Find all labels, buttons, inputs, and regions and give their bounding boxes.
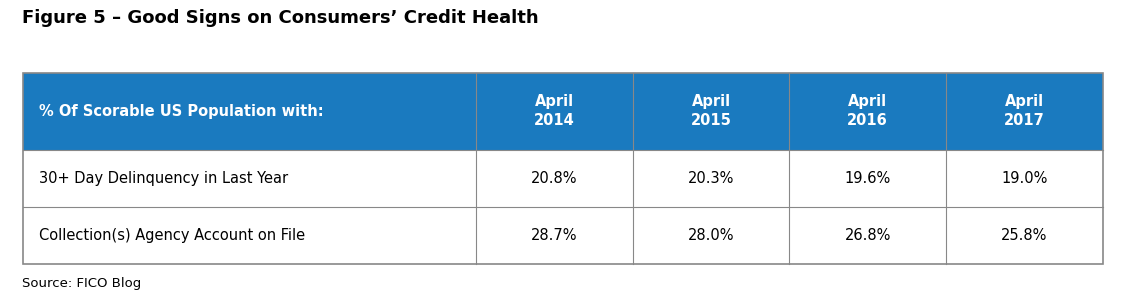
Text: 19.0%: 19.0% <box>1001 171 1047 186</box>
Text: 28.0%: 28.0% <box>687 228 735 243</box>
Text: 25.8%: 25.8% <box>1001 228 1047 243</box>
Text: April
2016: April 2016 <box>847 95 888 128</box>
Bar <box>22 150 1102 207</box>
Text: 26.8%: 26.8% <box>845 228 891 243</box>
Text: % Of Scorable US Population with:: % Of Scorable US Population with: <box>39 104 324 119</box>
Bar <box>22 207 1102 264</box>
Text: Figure 5 – Good Signs on Consumers’ Credit Health: Figure 5 – Good Signs on Consumers’ Cred… <box>22 9 539 27</box>
Text: 20.3%: 20.3% <box>687 171 735 186</box>
Bar <box>22 73 1102 264</box>
Text: 28.7%: 28.7% <box>531 228 577 243</box>
Text: 30+ Day Delinquency in Last Year: 30+ Day Delinquency in Last Year <box>39 171 288 186</box>
Text: April
2015: April 2015 <box>691 95 731 128</box>
Text: 20.8%: 20.8% <box>531 171 577 186</box>
Bar <box>22 73 1102 150</box>
Text: Source: FICO Blog: Source: FICO Blog <box>22 277 142 290</box>
Text: 19.6%: 19.6% <box>845 171 891 186</box>
Text: Collection(s) Agency Account on File: Collection(s) Agency Account on File <box>39 228 306 243</box>
Text: April
2017: April 2017 <box>1004 95 1045 128</box>
Text: April
2014: April 2014 <box>534 95 575 128</box>
